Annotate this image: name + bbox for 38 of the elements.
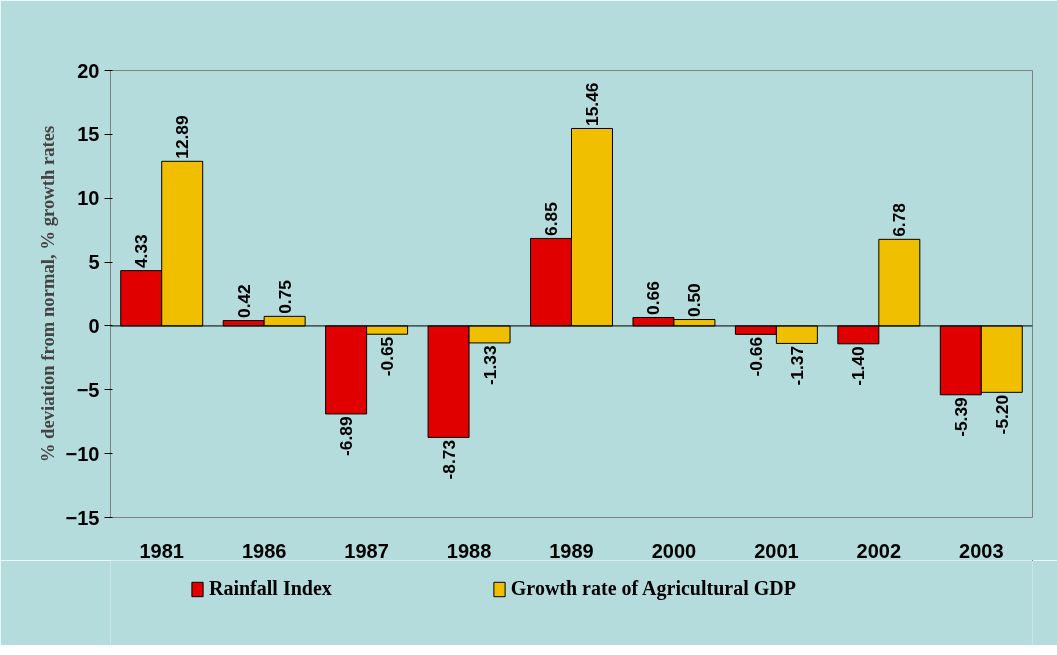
x-tick-label: 1987 [344,539,389,562]
data-label: 0.50 [684,283,705,317]
x-tick-label: 2000 [651,539,697,562]
x-tick-label: 2001 [754,539,799,562]
x-tick-label: 1988 [446,539,492,562]
data-label: 0.66 [643,280,664,315]
y-tick-label: 0 [88,314,100,337]
y-tick-label: 20 [77,59,100,82]
y-tick-label: 15 [77,123,100,146]
data-label: -6.89 [336,416,357,456]
data-label: -0.65 [377,336,398,377]
x-tick-label: 1989 [549,539,594,562]
legend-label: Growth rate of Agricultural GDP [510,577,796,600]
data-label: -1.40 [848,346,869,386]
data-label: 0.42 [233,284,254,319]
data-label: 4.33 [131,233,152,269]
data-label: -1.33 [479,345,500,385]
data-label: 15.46 [581,82,602,126]
y-tick-label: 5 [88,251,100,274]
y-axis-title: % deviation from normal, % growth rates [36,125,58,463]
y-tick-label: −10 [65,442,100,465]
data-label: -5.20 [991,394,1012,435]
y-tick-label: −5 [76,378,100,401]
data-label: 0.75 [274,279,295,314]
data-label: 6.78 [889,202,910,237]
data-label: 6.85 [541,201,562,236]
data-label: 12.89 [172,115,193,159]
data-label: -1.37 [786,345,807,386]
x-tick-label: 1986 [241,539,287,562]
x-tick-label: 2003 [959,539,1004,562]
x-tick-label: 1981 [139,539,184,562]
x-tick-label: 2002 [856,539,902,562]
y-tick-label: 10 [77,187,100,210]
data-label: -5.39 [950,397,971,437]
legend-label: Rainfall Index [209,577,332,600]
data-label: -0.66 [745,336,766,377]
y-tick-label: −15 [65,506,100,529]
data-label: -8.73 [438,439,459,480]
